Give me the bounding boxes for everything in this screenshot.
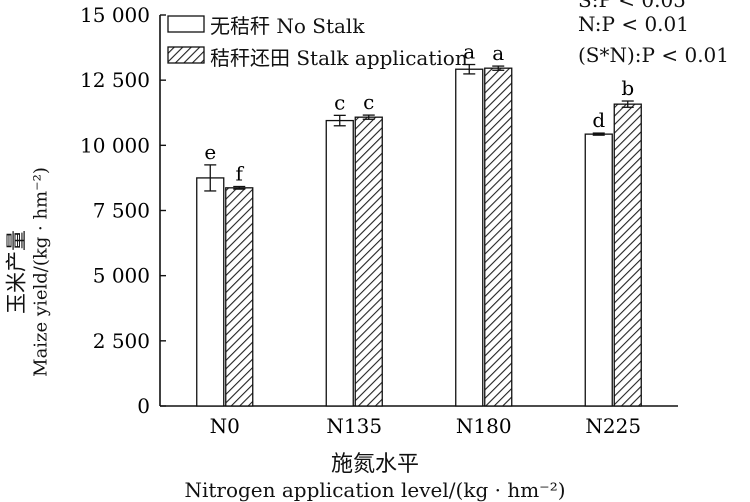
y-tick-label: 5 000 (93, 264, 150, 288)
stat-n: N:P < 0.01 (578, 12, 689, 36)
significance-letter: c (334, 90, 345, 114)
stat-sxn: (S*N):P < 0.01 (578, 43, 730, 67)
y-axis-title-en: Maize yield/(kg · hm⁻²) (30, 167, 52, 377)
legend-swatch-stalk-application (167, 46, 205, 64)
y-tick-label: 7 500 (93, 199, 150, 223)
bar-stalk-application (354, 116, 383, 407)
bar-stalk-application (225, 187, 254, 407)
significance-letter: c (363, 90, 374, 114)
x-tick-label: N225 (585, 414, 641, 438)
bar-no-stalk (325, 119, 354, 407)
stat-s: S:P < 0.05 (578, 0, 686, 12)
bar-no-stalk (196, 177, 225, 407)
significance-letter: b (621, 76, 634, 100)
bar-stalk-application (484, 67, 513, 407)
significance-letter: a (463, 40, 475, 64)
x-axis-title-cn: 施氮水平 (330, 452, 419, 477)
legend-label-no-stalk: 无秸秆 No Stalk (210, 14, 365, 38)
significance-letter: e (204, 140, 216, 164)
bar-stalk-application (613, 103, 642, 407)
y-tick-label: 2 500 (93, 329, 150, 353)
legend-swatch-no-stalk (167, 15, 205, 33)
significance-letter: f (236, 162, 245, 186)
significance-letter: a (492, 41, 504, 65)
legend-label-stalk-application: 秸秆还田 Stalk application (210, 46, 468, 70)
x-tick-label: N135 (326, 414, 382, 438)
x-tick-label: N0 (210, 414, 240, 438)
bar-no-stalk (584, 133, 613, 407)
bar-no-stalk (455, 68, 484, 407)
y-tick-label: 15 000 (80, 3, 150, 27)
y-tick-label: 10 000 (80, 133, 150, 157)
y-tick-label: 0 (137, 394, 150, 418)
x-axis-title-en: Nitrogen application level/(kg · hm⁻²) (184, 478, 566, 502)
significance-letter: d (592, 108, 605, 132)
y-axis-title-cn: 玉米产量 (4, 230, 29, 314)
x-tick-label: N180 (456, 414, 512, 438)
y-tick-label: 12 500 (80, 68, 150, 92)
